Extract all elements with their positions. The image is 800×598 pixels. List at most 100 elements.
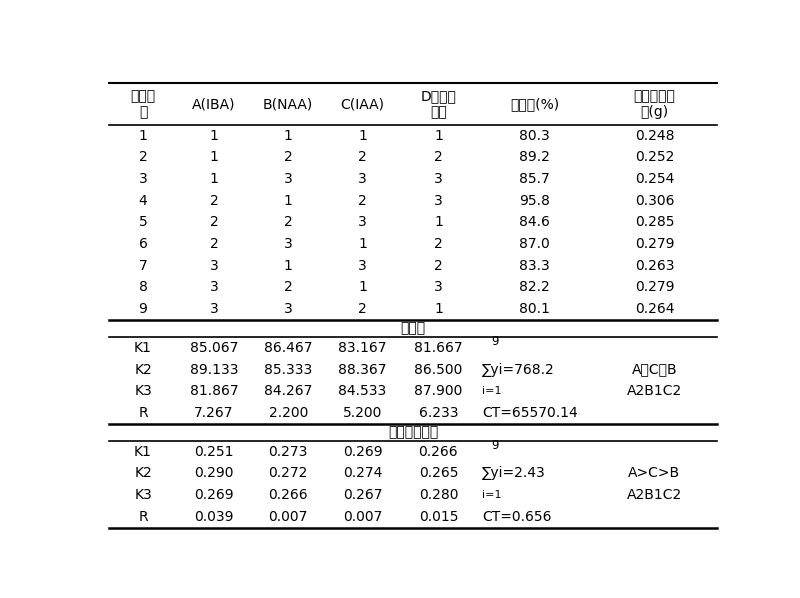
Text: 1: 1 (284, 258, 293, 273)
Text: 0.273: 0.273 (269, 445, 308, 459)
Text: 0.248: 0.248 (634, 129, 674, 142)
Text: 86.467: 86.467 (264, 341, 313, 355)
Text: 1: 1 (138, 129, 147, 142)
Text: 2: 2 (434, 258, 442, 273)
Text: 89.2: 89.2 (519, 150, 550, 164)
Text: i=1: i=1 (482, 386, 502, 396)
Text: 85.067: 85.067 (190, 341, 238, 355)
Text: K3: K3 (134, 488, 152, 502)
Text: 3: 3 (284, 237, 293, 251)
Text: 7.267: 7.267 (194, 406, 234, 420)
Text: 3: 3 (284, 302, 293, 316)
Text: A>C>B: A>C>B (628, 466, 681, 480)
Text: 平均单株鲜重: 平均单株鲜重 (388, 425, 438, 440)
Text: R: R (138, 406, 148, 420)
Text: 0.263: 0.263 (634, 258, 674, 273)
Text: 0.015: 0.015 (418, 509, 458, 524)
Text: 9: 9 (491, 440, 498, 452)
Text: 84.6: 84.6 (519, 215, 550, 229)
Text: 5.200: 5.200 (342, 406, 382, 420)
Text: 81.667: 81.667 (414, 341, 462, 355)
Text: 5: 5 (138, 215, 147, 229)
Text: 1: 1 (358, 280, 367, 294)
Text: 0.285: 0.285 (634, 215, 674, 229)
Text: 3: 3 (210, 280, 218, 294)
Text: 0.254: 0.254 (634, 172, 674, 186)
Text: 3: 3 (434, 280, 442, 294)
Text: 生根率(%): 生根率(%) (510, 97, 559, 111)
Text: 1: 1 (434, 215, 443, 229)
Text: R: R (138, 509, 148, 524)
Text: 生根率: 生根率 (401, 321, 426, 335)
Text: 2: 2 (284, 280, 293, 294)
Text: 2.200: 2.200 (269, 406, 308, 420)
Text: 87.900: 87.900 (414, 384, 462, 398)
Text: 2: 2 (434, 150, 442, 164)
Text: 3: 3 (358, 172, 367, 186)
Text: 2: 2 (210, 237, 218, 251)
Text: 2: 2 (284, 215, 293, 229)
Text: 1: 1 (434, 129, 443, 142)
Text: 84.267: 84.267 (264, 384, 312, 398)
Text: 2: 2 (210, 215, 218, 229)
Text: CT=65570.14: CT=65570.14 (482, 406, 578, 420)
Text: 0.269: 0.269 (194, 488, 234, 502)
Text: 1: 1 (358, 237, 367, 251)
Text: 2: 2 (284, 150, 293, 164)
Text: 1: 1 (358, 129, 367, 142)
Text: 3: 3 (434, 172, 442, 186)
Text: 88.367: 88.367 (338, 362, 386, 377)
Text: 0.280: 0.280 (418, 488, 458, 502)
Text: 7: 7 (138, 258, 147, 273)
Text: 80.1: 80.1 (519, 302, 550, 316)
Text: 2: 2 (358, 150, 367, 164)
Text: 6.233: 6.233 (418, 406, 458, 420)
Text: 2: 2 (358, 302, 367, 316)
Text: 82.2: 82.2 (519, 280, 550, 294)
Text: 3: 3 (210, 302, 218, 316)
Text: 3: 3 (434, 194, 442, 208)
Text: 0.272: 0.272 (269, 466, 308, 480)
Text: 83.3: 83.3 (519, 258, 550, 273)
Text: 1: 1 (210, 129, 218, 142)
Text: 89.133: 89.133 (190, 362, 238, 377)
Text: 0.265: 0.265 (418, 466, 458, 480)
Text: i=1: i=1 (482, 490, 502, 500)
Text: 0.007: 0.007 (269, 509, 308, 524)
Text: 平均单株鲜
重(g): 平均单株鲜 重(g) (634, 89, 675, 119)
Text: ∑yi=2.43: ∑yi=2.43 (482, 466, 546, 480)
Text: 3: 3 (358, 215, 367, 229)
Text: 0.269: 0.269 (342, 445, 382, 459)
Text: C(IAA): C(IAA) (341, 97, 385, 111)
Text: 0.267: 0.267 (342, 488, 382, 502)
Text: A2B1C2: A2B1C2 (627, 384, 682, 398)
Text: 6: 6 (138, 237, 147, 251)
Text: 0.251: 0.251 (194, 445, 234, 459)
Text: 1: 1 (210, 172, 218, 186)
Text: 1: 1 (284, 194, 293, 208)
Text: 2: 2 (434, 237, 442, 251)
Text: 80.3: 80.3 (519, 129, 550, 142)
Text: 0.266: 0.266 (268, 488, 308, 502)
Text: 86.500: 86.500 (414, 362, 462, 377)
Text: 0.252: 0.252 (634, 150, 674, 164)
Text: CT=0.656: CT=0.656 (482, 509, 551, 524)
Text: 0.039: 0.039 (194, 509, 234, 524)
Text: 9: 9 (491, 335, 498, 348)
Text: 85.333: 85.333 (264, 362, 312, 377)
Text: K2: K2 (134, 362, 152, 377)
Text: K3: K3 (134, 384, 152, 398)
Text: 81.867: 81.867 (190, 384, 238, 398)
Text: 4: 4 (138, 194, 147, 208)
Text: D（误差
项）: D（误差 项） (421, 89, 456, 119)
Text: 3: 3 (358, 258, 367, 273)
Text: 84.533: 84.533 (338, 384, 386, 398)
Text: B(NAA): B(NAA) (263, 97, 314, 111)
Text: 9: 9 (138, 302, 147, 316)
Text: A(IBA): A(IBA) (192, 97, 236, 111)
Text: 1: 1 (210, 150, 218, 164)
Text: 83.167: 83.167 (338, 341, 386, 355)
Text: 95.8: 95.8 (519, 194, 550, 208)
Text: 85.7: 85.7 (519, 172, 550, 186)
Text: K1: K1 (134, 341, 152, 355)
